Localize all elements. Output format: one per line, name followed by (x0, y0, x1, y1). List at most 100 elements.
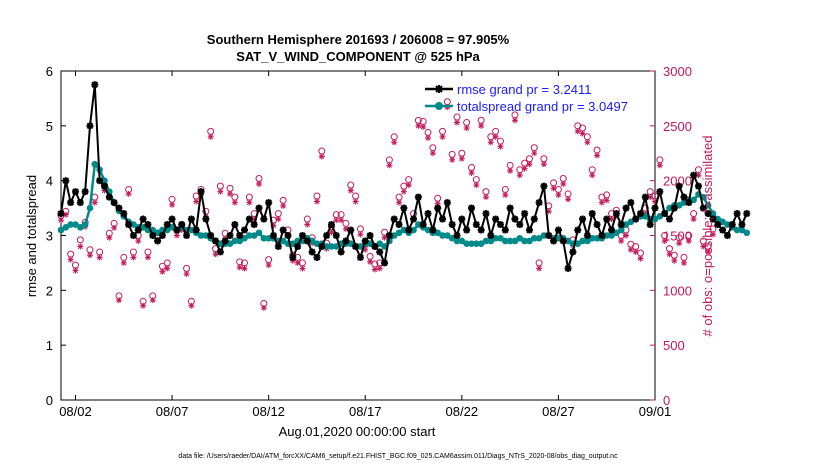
rmse-point (728, 221, 736, 229)
rmse-point (395, 221, 403, 229)
y-right-tick-label: 500 (663, 338, 685, 353)
obs-assimilated-point (526, 161, 533, 168)
rmse-point (646, 221, 654, 229)
obs-assimilated-point (709, 231, 716, 238)
obs-assimilated-point (188, 302, 195, 309)
totalspread-point (448, 234, 456, 242)
totalspread-point (390, 232, 398, 239)
obs-possible-point (680, 253, 688, 261)
obs-assimilated-point (540, 161, 547, 168)
rmse-point (342, 237, 350, 245)
rmse-point (120, 210, 128, 218)
rmse-point (670, 204, 678, 212)
obs-assimilated-point (58, 217, 64, 224)
totalspread-point (376, 240, 384, 248)
obs-assimilated-point (603, 197, 610, 204)
rmse-point (260, 215, 268, 223)
rmse-point (81, 188, 89, 196)
obs-assimilated-point (333, 217, 340, 224)
obs-assimilated-point (473, 182, 480, 189)
obs-assimilated-point (449, 156, 456, 163)
totalspread-point (603, 232, 611, 239)
totalspread-point (424, 226, 432, 234)
obs-assimilated-point (227, 190, 234, 197)
totalspread-point (617, 226, 625, 234)
x-tick-label: 08/27 (542, 404, 575, 419)
obs-assimilated-point (328, 229, 335, 236)
obs-assimilated-point (352, 198, 359, 205)
rmse-point (125, 221, 133, 229)
rmse-point (448, 221, 456, 229)
rmse-point (574, 226, 582, 234)
obs-assimilated-point (623, 232, 630, 239)
rmse-point (347, 226, 355, 234)
rmse-point (226, 232, 234, 239)
rmse-point (308, 248, 316, 256)
totalspread-point (743, 229, 751, 237)
obs-assimilated-point (666, 251, 673, 258)
rmse-point (76, 199, 84, 207)
totalspread-point (67, 221, 74, 228)
obs-assimilated-point (487, 139, 494, 146)
rmse-point (535, 199, 543, 207)
totalspread-point (516, 234, 524, 242)
rmse-point (400, 204, 408, 212)
totalspread-point (588, 234, 596, 242)
rmse-point (680, 193, 688, 201)
rmse-point (129, 232, 137, 239)
obs-assimilated-point (106, 234, 113, 241)
legend-spread-marker (435, 102, 443, 110)
rmse-point (274, 242, 282, 250)
y-left-tick-label: 6 (46, 64, 53, 79)
rmse-point (298, 232, 306, 239)
rmse-point (284, 232, 292, 239)
totalspread-point (714, 215, 722, 223)
totalspread-point (410, 226, 417, 234)
rmse-point (192, 226, 200, 234)
rmse-point (323, 232, 331, 239)
x-tick-label: 08/17 (349, 404, 382, 419)
totalspread-point (468, 240, 475, 248)
totalspread-point (453, 237, 461, 245)
obs-assimilated-point (454, 119, 460, 126)
obs-assimilated-point (231, 199, 238, 206)
obs-assimilated-point (130, 254, 137, 261)
rmse-point (163, 221, 171, 229)
rmse-point (318, 242, 326, 250)
totalspread-point (86, 204, 94, 212)
rmse-point (313, 253, 321, 261)
totalspread-point (704, 202, 712, 209)
x-axis-label: Aug.01,2020 00:00:00 start (279, 424, 436, 439)
rmse-point (685, 199, 693, 207)
rmse-point (564, 264, 572, 272)
obs-assimilated-point (183, 270, 190, 277)
obs-assimilated-point (555, 191, 562, 198)
rmse-point (579, 215, 587, 223)
rmse-point (385, 232, 393, 239)
totalspread-point (241, 234, 248, 242)
rmse-point (405, 226, 413, 234)
rmse-point (588, 210, 596, 218)
obs-assimilated-point (405, 182, 412, 189)
obs-possible-point (690, 210, 698, 218)
rmse-point (105, 193, 113, 201)
rmse-point (289, 253, 297, 261)
rmse-point (202, 215, 210, 223)
obs-assimilated-point (193, 198, 200, 205)
obs-assimilated-point (347, 187, 354, 194)
obs-assimilated-point (637, 255, 644, 262)
rmse-point (303, 237, 311, 245)
obs-assimilated-point (463, 125, 470, 132)
obs-assimilated-point (256, 180, 262, 187)
rmse-point (183, 232, 191, 239)
rmse-point (569, 248, 577, 256)
rmse-point (187, 215, 195, 223)
totalspread-point (733, 226, 741, 234)
rmse-point (593, 221, 601, 229)
obs-assimilated-point (531, 150, 538, 157)
rmse-point (453, 232, 461, 239)
y-axis-left-label: rmse and totalspread (24, 175, 39, 297)
x-axis-ticks: 08/02 08/07 08/12 08/17 08/22 08/27 09/01 (59, 71, 671, 419)
obs-assimilated-point (497, 143, 504, 150)
rmse-point (250, 221, 258, 229)
